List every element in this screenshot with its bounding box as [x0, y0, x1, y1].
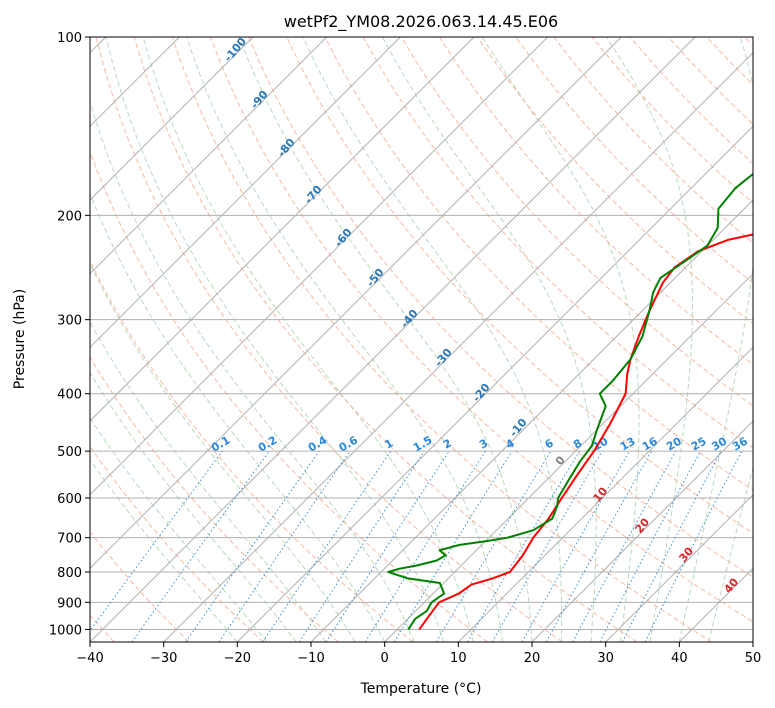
- x-tick-label: 30: [597, 651, 614, 666]
- mixing-ratio-line: [325, 450, 450, 642]
- moist-adiabat-line: [606, 37, 693, 642]
- y-tick-label: 600: [57, 492, 82, 507]
- x-tick-label: −40: [76, 651, 103, 666]
- dry-adiabat-line: [438, 37, 753, 366]
- dry-adiabat-line: [90, 150, 488, 642]
- isotherm-line: [531, 420, 753, 642]
- plot-area: 0.1 0.2 0.4 0.6 1 1.5 2 3 4 6 8 10 13 16 20 25 30 36-100-…: [90, 37, 753, 642]
- isotherm-line: [310, 199, 753, 642]
- x-tick-label: −30: [150, 651, 177, 666]
- dry-adiabat-line: [90, 445, 264, 642]
- moist-adiabat-line: [381, 37, 597, 642]
- moist-adiabat-line: [186, 37, 503, 642]
- isotherm-line: [90, 37, 475, 422]
- moist-adiabat-line: [90, 321, 327, 642]
- y-tick-label: 300: [57, 314, 82, 329]
- dry-adiabat-line: [90, 356, 339, 642]
- dry-adiabat-line: [515, 37, 753, 284]
- y-tick-label: 900: [57, 596, 82, 611]
- dewpoint-profile-line: [387, 172, 753, 630]
- isotherm-line: [90, 37, 549, 496]
- isotherm-line: [90, 37, 696, 642]
- isotherm-line: [163, 51, 753, 642]
- moist-adiabat-line: [481, 37, 640, 642]
- dry-adiabat-line: [400, 37, 753, 407]
- mixing-ratio-line: [545, 450, 653, 642]
- isotherm-line: [90, 37, 401, 349]
- y-tick-label: 700: [57, 532, 82, 547]
- mixing-ratio-line: [644, 450, 743, 642]
- mixing-ratio-line: [262, 450, 392, 642]
- mixing-ratio-line: [298, 450, 425, 642]
- x-tick-label: 40: [671, 651, 688, 666]
- y-tick-label: 1000: [49, 623, 82, 638]
- isotherm-line: [90, 37, 622, 570]
- moist-adiabat-line: [302, 37, 563, 642]
- moist-adiabat-line: [90, 417, 268, 642]
- y-tick-label: 800: [57, 566, 82, 581]
- isotherm-line: [90, 37, 328, 275]
- mixing-ratio-line: [393, 450, 513, 642]
- dry-adiabat-line: [95, 37, 563, 642]
- plot-frame: [89, 36, 754, 643]
- y-axis-ticks: 100 200 300 400 500 600 700 800 900 1000: [49, 31, 90, 638]
- x-tick-label: 50: [745, 651, 762, 666]
- x-tick-label: 20: [524, 651, 541, 666]
- mixing-ratio-line: [521, 450, 630, 642]
- dry-adiabats: [90, 37, 753, 642]
- dry-adiabat-line: [133, 37, 638, 642]
- dry-adiabat-line: [324, 37, 753, 491]
- dry-adiabat-line: [248, 37, 753, 578]
- x-axis-ticks: −40 −30 −20 −10 0 10 20 30 40 50: [76, 642, 761, 666]
- mixing-ratio-lines: [90, 450, 743, 642]
- moist-adiabat-line: [90, 262, 356, 642]
- isotherm-line: [236, 125, 753, 642]
- x-axis-title: Temperature (°C): [360, 681, 482, 697]
- x-tick-label: −10: [297, 651, 324, 666]
- chart-title: wetPf2_YM08.2026.063.14.45.E06: [284, 12, 558, 32]
- moist-adiabat-line: [105, 37, 445, 642]
- dry-adiabat-line: [210, 37, 753, 623]
- mixing-ratio-line: [90, 450, 223, 632]
- isotherm-line: [457, 346, 753, 642]
- isotherm-line: [90, 37, 254, 201]
- dry-adiabat-line: [90, 531, 190, 642]
- profile-series: [387, 172, 753, 630]
- y-tick-label: 400: [57, 388, 82, 403]
- moist-adiabat-line: [90, 459, 238, 642]
- y-tick-label: 100: [57, 31, 82, 46]
- isotherm-line: [605, 493, 753, 642]
- moist-adiabat-line: [142, 37, 474, 642]
- x-tick-label: 0: [381, 651, 389, 666]
- x-tick-label: −20: [224, 651, 251, 666]
- mixing-ratio-line: [572, 450, 677, 642]
- x-tick-label: 10: [450, 651, 467, 666]
- mixing-ratio-line: [185, 450, 320, 642]
- mixing-ratio-line: [131, 450, 270, 642]
- y-tick-label: 200: [57, 209, 82, 224]
- temperature-profile-line: [418, 233, 753, 630]
- moist-adiabat-line: [238, 37, 533, 642]
- y-tick-label: 500: [57, 445, 82, 460]
- y-axis-title: Pressure (hPa): [12, 289, 28, 389]
- moist-adiabat-line: [708, 465, 753, 642]
- dry-adiabat-line: [171, 37, 712, 642]
- mixing-ratio-line: [218, 450, 351, 642]
